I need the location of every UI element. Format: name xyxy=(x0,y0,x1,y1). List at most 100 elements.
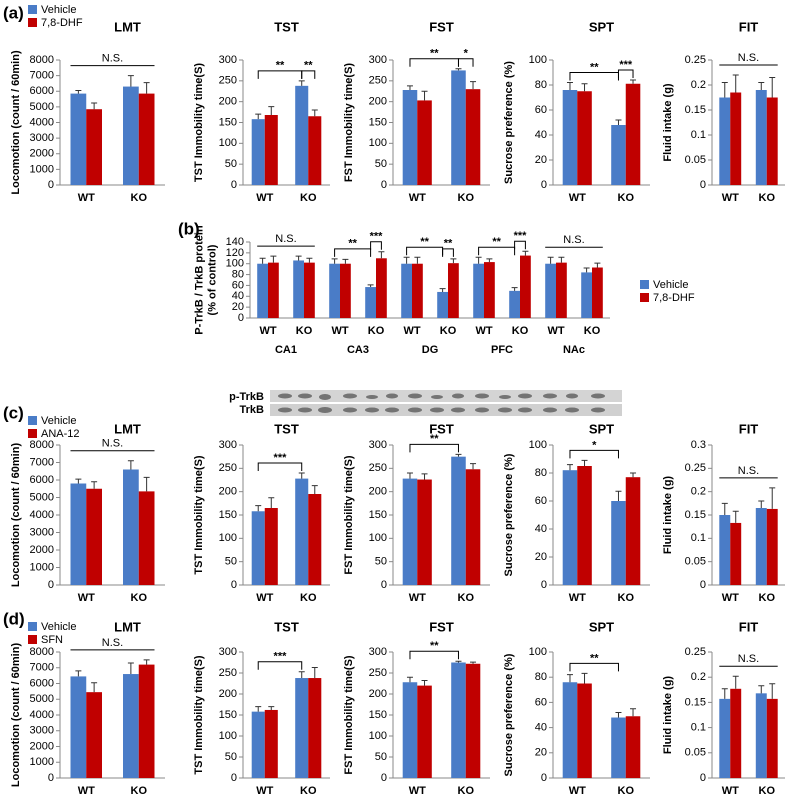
y-tick-label: 60 xyxy=(535,104,547,116)
y-tick-label: 200 xyxy=(219,96,237,108)
bar xyxy=(611,501,626,585)
bar xyxy=(402,90,418,185)
y-tick-label: 7000 xyxy=(30,456,54,468)
group-label: DG xyxy=(422,344,439,356)
chart-title: SPT xyxy=(589,19,614,34)
error-bar xyxy=(455,68,462,71)
significance-bracket xyxy=(442,248,454,257)
bar xyxy=(308,678,322,778)
significance-bracket xyxy=(569,72,619,81)
bar xyxy=(755,693,767,778)
y-axis-label: Fluid intake (g) xyxy=(662,476,674,555)
y-tick-label: 60 xyxy=(232,279,244,291)
x-tick-label: KO xyxy=(131,592,148,604)
y-tick-label: 0 xyxy=(541,772,547,784)
x-tick-label: KO xyxy=(512,325,529,337)
x-tick-label: WT xyxy=(256,592,273,604)
error-bar xyxy=(270,255,277,263)
error-bar xyxy=(758,685,765,694)
significance-label: ** xyxy=(430,640,439,652)
y-tick-label: 60 xyxy=(535,696,547,708)
significance-label: *** xyxy=(274,651,288,663)
group-label: CA1 xyxy=(275,344,297,356)
significance-label: N.S. xyxy=(102,637,123,649)
y-tick-label: 100 xyxy=(369,730,387,742)
error-bar xyxy=(421,680,428,686)
chart-title: LMT xyxy=(114,19,141,34)
error-bar xyxy=(91,481,98,489)
y-tick-label: 120 xyxy=(226,247,244,259)
error-bar xyxy=(311,109,318,117)
y-tick-label: 0.15 xyxy=(685,509,706,521)
y-tick-label: 100 xyxy=(219,532,237,544)
y-tick-label: 0 xyxy=(48,579,54,591)
error-bar xyxy=(268,106,275,115)
bar xyxy=(465,469,481,585)
panel-label: (a) xyxy=(3,3,24,22)
bar xyxy=(448,263,459,318)
error-bar xyxy=(470,661,477,664)
significance-label: N.S. xyxy=(102,53,123,65)
error-bar xyxy=(255,505,262,512)
significance-label: ** xyxy=(444,238,453,250)
legend-swatch xyxy=(28,622,37,631)
x-tick-label: KO xyxy=(759,785,776,797)
bar xyxy=(329,263,340,318)
error-bar xyxy=(455,660,462,663)
y-tick-label: 250 xyxy=(369,667,387,679)
y-tick-label: 0 xyxy=(541,179,547,191)
bar xyxy=(520,255,531,318)
y-tick-label: 300 xyxy=(219,439,237,451)
y-tick-label: 250 xyxy=(219,667,237,679)
significance-label: ** xyxy=(430,48,439,60)
error-bar xyxy=(295,255,302,261)
y-tick-label: 0.15 xyxy=(685,696,706,708)
error-bar xyxy=(311,485,318,494)
y-tick-label: 5000 xyxy=(30,491,54,503)
y-tick-label: 0 xyxy=(541,579,547,591)
bar-chart: FIT Fluid intake (g) 0 0.05 0.1 0.15 0.2 0.25 WT… xyxy=(662,19,785,204)
x-tick-label: KO xyxy=(131,192,148,204)
significance-label: ** xyxy=(276,60,285,72)
bar xyxy=(138,664,155,778)
bar xyxy=(264,709,278,778)
bar xyxy=(730,688,742,778)
bar xyxy=(465,89,481,185)
error-bar xyxy=(143,659,150,665)
y-tick-label: 300 xyxy=(219,54,237,66)
y-tick-label: 300 xyxy=(219,646,237,658)
y-tick-label: 0 xyxy=(48,179,54,191)
error-bar xyxy=(769,77,776,98)
bar xyxy=(308,116,322,185)
bar xyxy=(625,716,641,778)
x-tick-label: WT xyxy=(259,325,276,337)
panel-label: (c) xyxy=(3,403,24,422)
y-tick-label: 1000 xyxy=(30,756,54,768)
significance-bracket xyxy=(257,70,303,79)
bar xyxy=(251,119,265,185)
bar xyxy=(577,466,592,585)
error-bar xyxy=(615,490,622,501)
error-bar xyxy=(758,82,765,90)
error-bar xyxy=(511,287,518,291)
error-bar xyxy=(450,258,457,264)
y-tick-label: 250 xyxy=(369,75,387,87)
x-tick-label: WT xyxy=(78,592,95,604)
chart-title: TST xyxy=(274,19,299,34)
chart-title: SPT xyxy=(589,421,614,436)
y-tick-label: 4000 xyxy=(30,116,54,128)
error-bar xyxy=(91,102,98,110)
error-bar xyxy=(486,258,493,263)
blot-strip xyxy=(270,390,622,402)
y-tick-label: 1000 xyxy=(30,163,54,175)
bar xyxy=(138,93,155,185)
bar xyxy=(509,290,520,318)
bar xyxy=(138,491,155,585)
y-axis-label: (% of control) xyxy=(206,244,218,315)
y-tick-label: 0 xyxy=(231,772,237,784)
significance-label: ** xyxy=(420,236,429,248)
y-tick-label: 140 xyxy=(226,236,244,248)
bar-chart: TST TST Immobility time(S) 0 50 100 150 200 250… xyxy=(193,421,330,604)
chart-title: FST xyxy=(429,421,454,436)
y-tick-label: 0 xyxy=(381,579,387,591)
